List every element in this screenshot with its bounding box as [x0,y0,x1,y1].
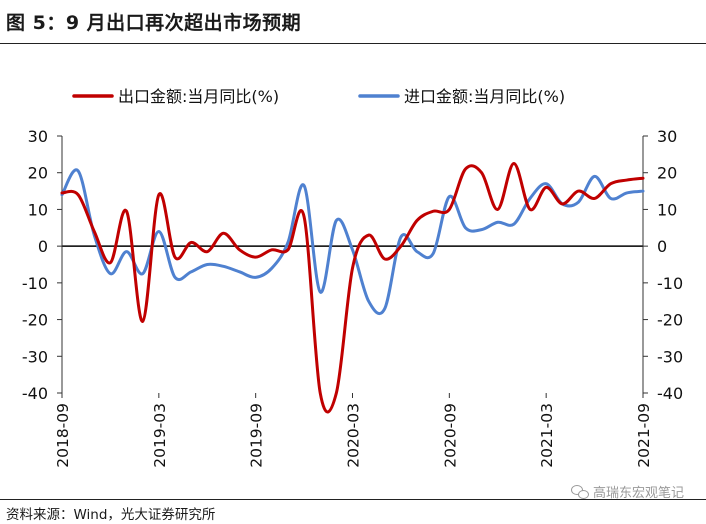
x-tick-label: 2020-09 [441,403,459,468]
series-layer [60,162,645,414]
left-tick-label: -10 [22,274,48,293]
legend-label-export: 出口金额:当月同比(%) [118,87,279,106]
legend-label-import: 进口金额:当月同比(%) [404,87,565,106]
import-series-line [60,168,645,316]
right-axis: 30 20 10 0 -10 -20 -30 -40 [642,127,683,403]
left-tick-label: 20 [28,164,48,183]
left-tick-label: 0 [38,237,48,256]
legend: 出口金额:当月同比(%) 进口金额:当月同比(%) [72,87,565,106]
left-tick-label: -20 [22,311,48,330]
left-tick-label: 30 [28,127,48,146]
wechat-icon [570,484,589,499]
watermark: 高瑞东宏观笔记 [570,482,684,501]
right-tick-label: 30 [657,127,677,146]
right-tick-label: 0 [657,237,667,256]
x-tick-label: 2021-03 [538,403,556,468]
right-tick-label: 10 [657,200,677,219]
x-tick-label: 2019-09 [248,403,266,468]
right-tick-label: -20 [657,311,683,330]
left-tick-label: -40 [22,384,48,403]
left-tick-label: -30 [22,347,48,366]
right-tick-label: -10 [657,274,683,293]
watermark-text: 高瑞东宏观笔记 [592,486,684,501]
title-rule [0,43,706,44]
left-axis: 30 20 10 0 -10 -20 -30 -40 [22,127,63,403]
right-tick-label: 20 [657,164,677,183]
x-tick-label: 2018-09 [54,403,72,468]
x-tick-label: 2019-03 [151,403,169,468]
x-tick-label: 2020-03 [345,403,363,468]
left-tick-label: 10 [28,200,48,219]
source-rule [0,499,706,500]
right-tick-label: -30 [657,347,683,366]
x-axis: 2018-09 2019-03 2019-09 2020-03 2020-09 2021-… [54,393,653,468]
x-tick-label: 2021-09 [635,403,653,468]
source-note: 资料来源：Wind，光大证券研究所 [6,507,216,523]
export-series-line [60,162,645,414]
right-tick-label: -40 [657,384,683,403]
figure-title: 图 5：9 月出口再次超出市场预期 [6,12,302,34]
